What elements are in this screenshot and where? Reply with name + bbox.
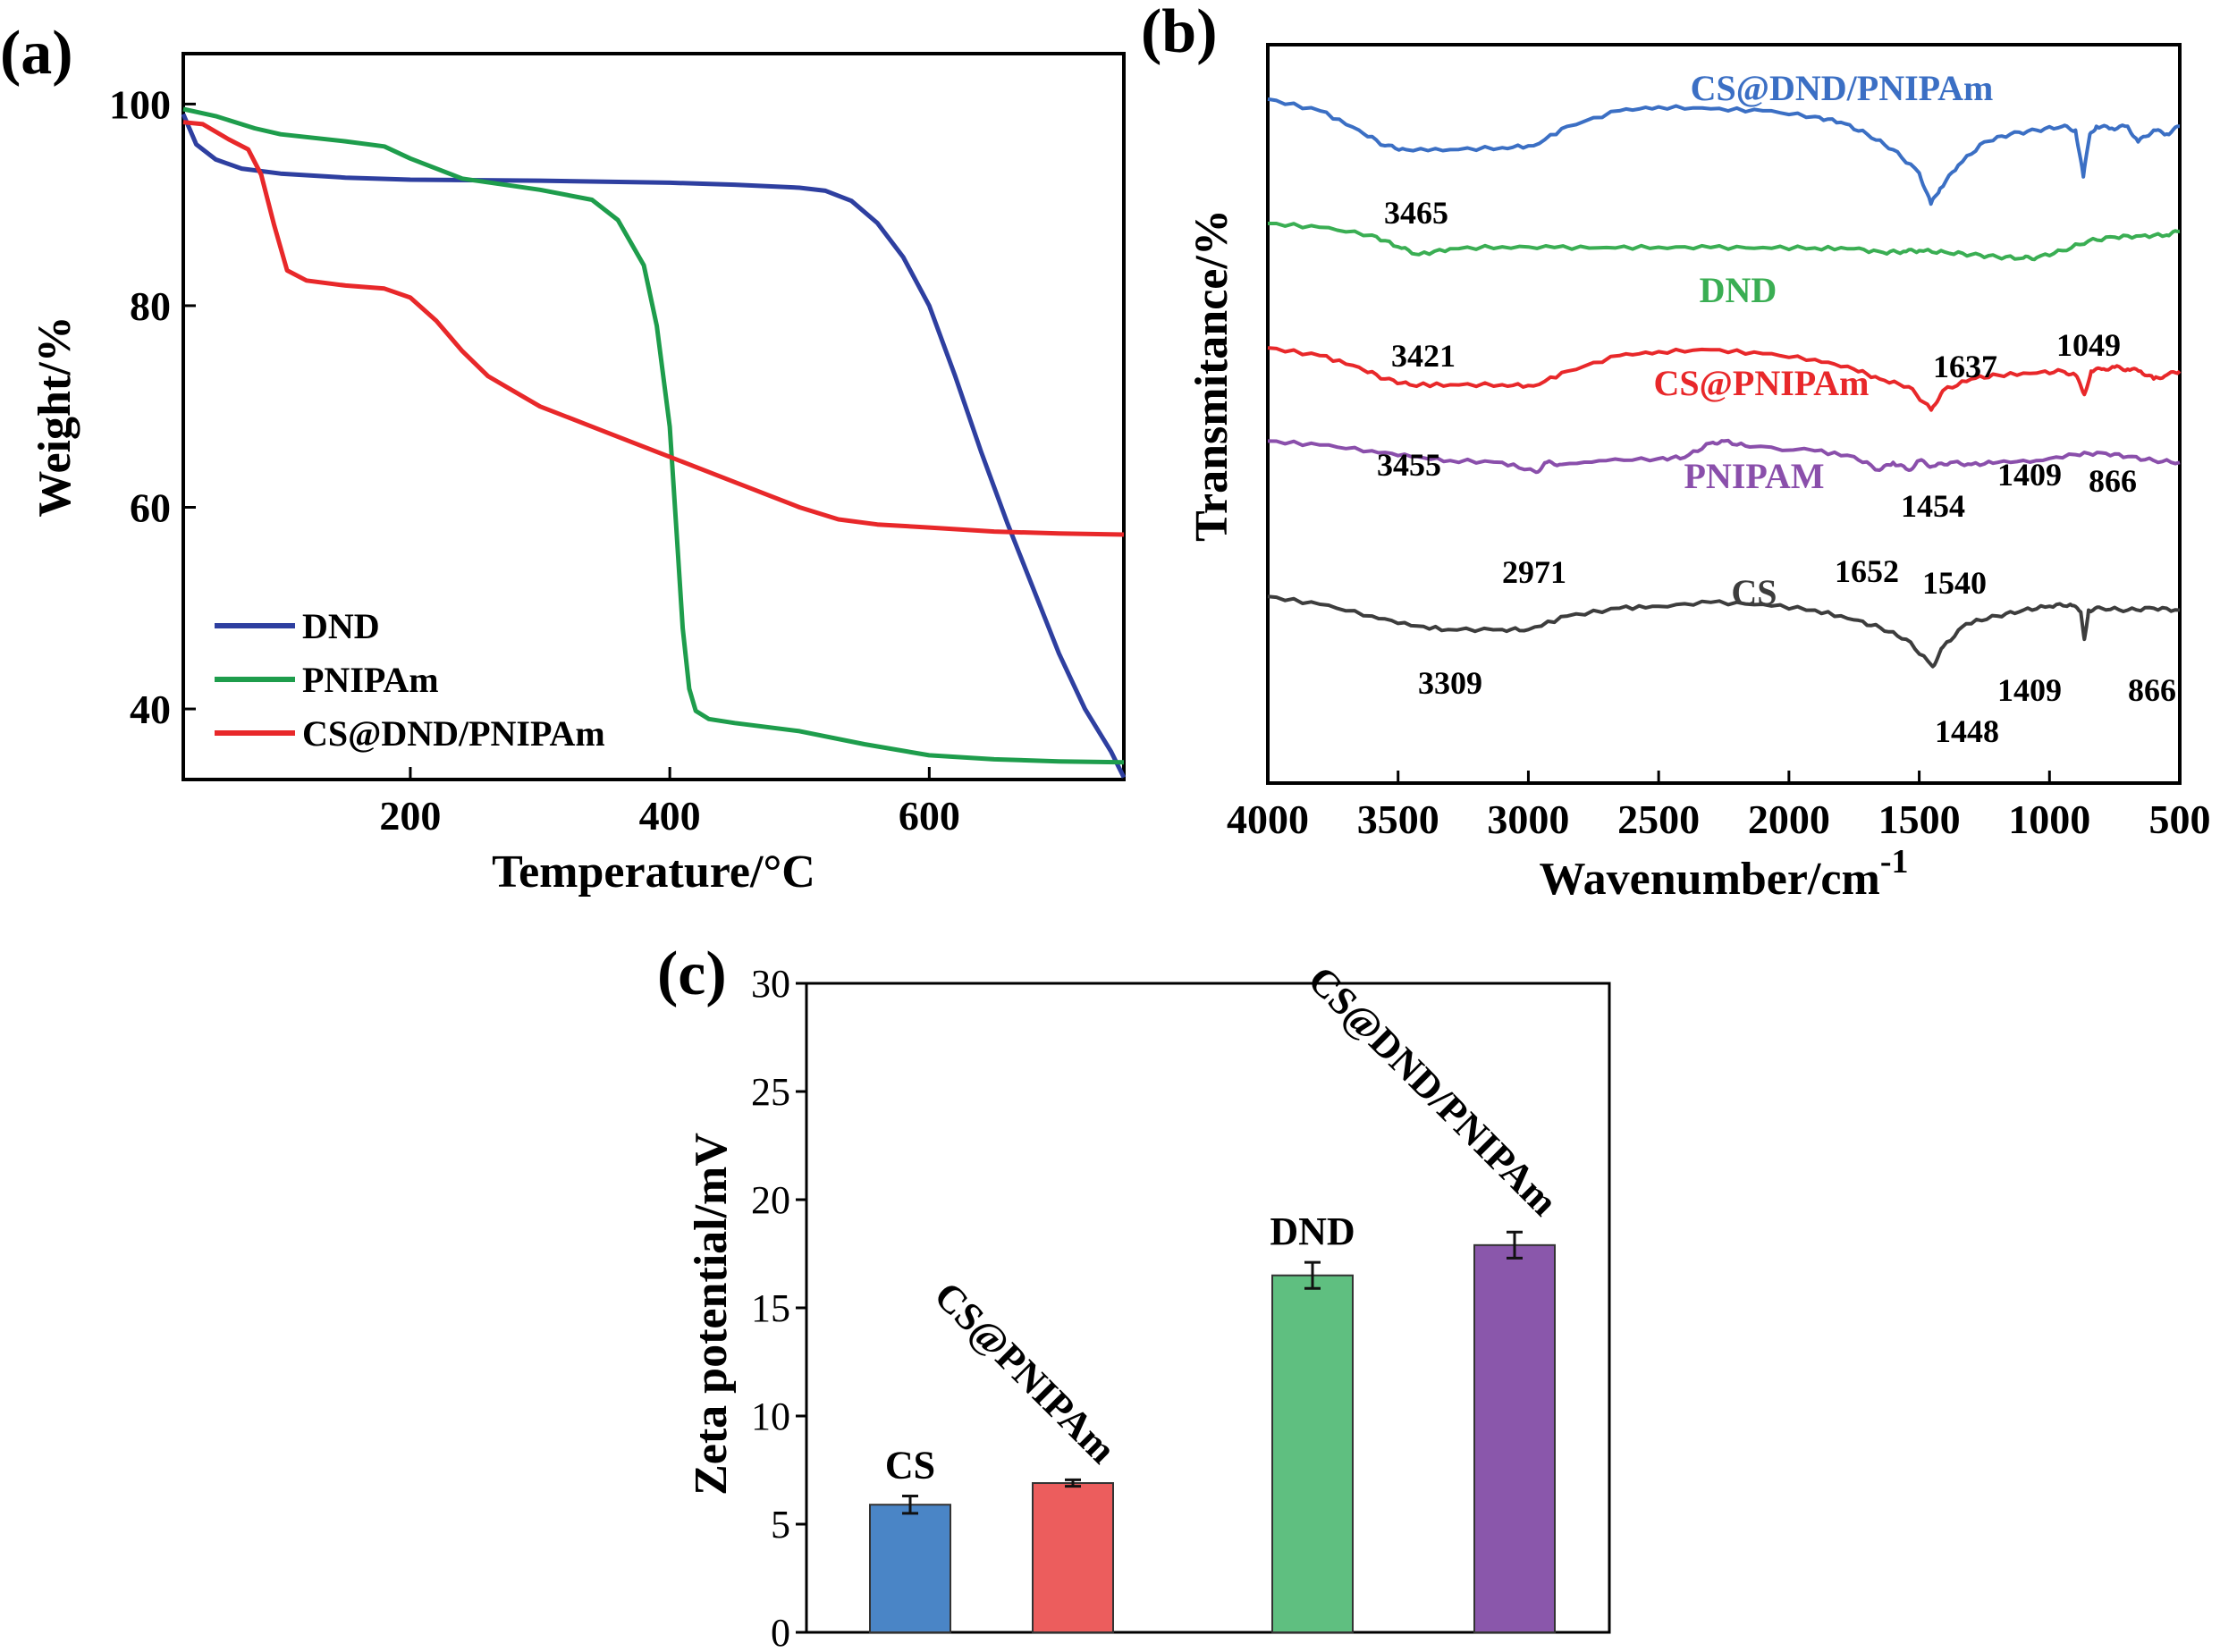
ftir-series-label-pnipam: PNIPAM [1684, 456, 1825, 496]
c-ytick-label: 15 [751, 1286, 790, 1330]
peak-label-dnd-1049: 1049 [2056, 327, 2121, 363]
panel-b-frame [1266, 43, 2182, 785]
panel-a-label: (a) [0, 19, 73, 88]
peak-label-cs-pnipam-866: 866 [2089, 463, 2137, 499]
tga-line-pnipam [182, 106, 1125, 765]
panel-a-legend: DND PNIPAm CS@DND/PNIPAm [215, 606, 605, 754]
legend-label-cs-dnd-pnipam: CS@DND/PNIPAm [302, 713, 605, 754]
panel-c-label: (c) [657, 940, 727, 1008]
c-ytick-label: 30 [751, 962, 790, 1006]
b-xtick-label: 500 [2149, 796, 2211, 842]
b-xtick-label: 2000 [1748, 796, 1830, 842]
b-xtick-label: 2500 [1617, 796, 1700, 842]
panel-b-series [1267, 97, 2182, 669]
panel-a: (a) 200 400 600 40 60 80 100 DND PNIPAm CS@DND/P… [0, 19, 1127, 898]
peak-label-cs-1448: 1448 [1935, 713, 1999, 749]
a-xtick-label: 400 [639, 793, 701, 839]
b-xtick-label: 1500 [1878, 796, 1961, 842]
peak-label-cs-dnd-pnipam-3465: 3465 [1384, 195, 1448, 231]
bar-label-cs-pnipam: CS@PNIPAm [926, 1273, 1125, 1471]
panel-b-label: (b) [1141, 0, 1218, 66]
peak-label-cs-pnipam-1409: 1409 [1997, 457, 2062, 493]
panel-b-series-labels: CS@DND/PNIPAm DND CS@PNIPAm PNIPAM CS [1654, 68, 1994, 612]
bar-label-cs-dnd-pnipam: CS@DND/PNIPAm [1299, 957, 1566, 1224]
bar-label-dnd: DND [1270, 1210, 1355, 1253]
peak-label-pnipam-1540: 1540 [1922, 565, 1987, 601]
peak-label-cs-1409: 1409 [1997, 672, 2062, 708]
ftir-line-cs [1267, 594, 2181, 669]
a-ytick-label: 80 [130, 283, 171, 329]
bar-label-cs: CS [885, 1444, 935, 1488]
panel-c-ticks: 0 5 10 15 20 25 30 [751, 962, 806, 1652]
peak-label-cs-866: 866 [2128, 672, 2176, 708]
ftir-line-cs-dnd-pnipam [1267, 97, 2181, 206]
a-ytick-label: 100 [109, 81, 171, 127]
peak-label-pnipam-2971: 2971 [1502, 554, 1566, 590]
panel-c-bars [869, 1230, 1556, 1634]
ftir-series-label-cs-pnipam: CS@PNIPAm [1654, 363, 1870, 403]
peak-label-pnipam-1652: 1652 [1835, 553, 1899, 589]
panel-b-peak-annotations: 3465 3421 1637 1049 3455 1454 1409 866 2971 1652 1… [1377, 195, 2176, 749]
legend-label-pnipam: PNIPAm [302, 660, 439, 700]
panel-b-xlabel: Wavenumber/cm-1 [1540, 843, 1909, 905]
peak-label-cs-3309: 3309 [1418, 665, 1482, 701]
a-ytick-label: 60 [130, 485, 171, 531]
c-ytick-label: 5 [771, 1503, 790, 1547]
b-xtick-label: 3000 [1487, 796, 1569, 842]
c-ytick-label: 20 [751, 1178, 790, 1222]
a-xtick-label: 600 [899, 793, 960, 839]
b-xtick-label: 3500 [1357, 796, 1439, 842]
ftir-line-pnipam [1267, 438, 2181, 475]
c-ytick-label: 25 [751, 1070, 790, 1114]
peak-label-cs-pnipam-1454: 1454 [1901, 488, 1965, 524]
c-ytick-label: 10 [751, 1395, 790, 1438]
panel-b-xlabel-sup: -1 [1880, 843, 1909, 881]
ftir-line-dnd [1268, 222, 2181, 262]
tga-line-cs-dnd-pnipam [182, 120, 1125, 537]
a-ytick-label: 40 [130, 687, 171, 732]
b-xtick-label: 1000 [2008, 796, 2090, 842]
panel-c-ylabel: Zeta potential/mV [686, 1133, 737, 1496]
ftir-line-cs-pnipam [1267, 346, 2182, 412]
bar-cs-pnipam [1032, 1482, 1114, 1634]
legend-label-dnd: DND [302, 606, 380, 646]
panel-a-ticks: 200 400 600 40 60 80 100 [109, 81, 960, 839]
bar-dnd [1271, 1274, 1354, 1633]
panel-a-frame [181, 52, 1126, 781]
peak-label-dnd-3421: 3421 [1391, 338, 1456, 374]
ftir-series-label-cs: CS [1731, 572, 1777, 612]
peak-label-dnd-1637: 1637 [1933, 349, 1997, 384]
ftir-series-label-dnd: DND [1700, 270, 1777, 310]
panel-b: (b) 4000 3500 3000 2500 2000 1500 1000 500 CS@D… [1141, 0, 2211, 905]
peak-label-cs-pnipam-3455: 3455 [1377, 447, 1441, 483]
panel-a-xlabel: Temperature/°C [492, 847, 815, 898]
a-xtick-label: 200 [379, 793, 441, 839]
panel-b-ticks: 4000 3500 3000 2500 2000 1500 1000 500 [1227, 771, 2211, 842]
c-ytick-label: 0 [771, 1611, 790, 1652]
tga-line-dnd [181, 113, 1127, 779]
b-xtick-label: 4000 [1227, 796, 1309, 842]
panel-b-ylabel: Transmitance/% [1186, 209, 1237, 542]
ftir-series-label-cs-dnd-pnipam: CS@DND/PNIPAm [1691, 68, 1994, 108]
panel-b-xlabel-text: Wavenumber/cm [1540, 854, 1880, 905]
panel-a-series [181, 106, 1127, 779]
bar-cs-dnd-pnipam [1473, 1243, 1556, 1633]
panel-a-ylabel: Weight/% [30, 316, 80, 517]
bar-cs [869, 1504, 951, 1633]
